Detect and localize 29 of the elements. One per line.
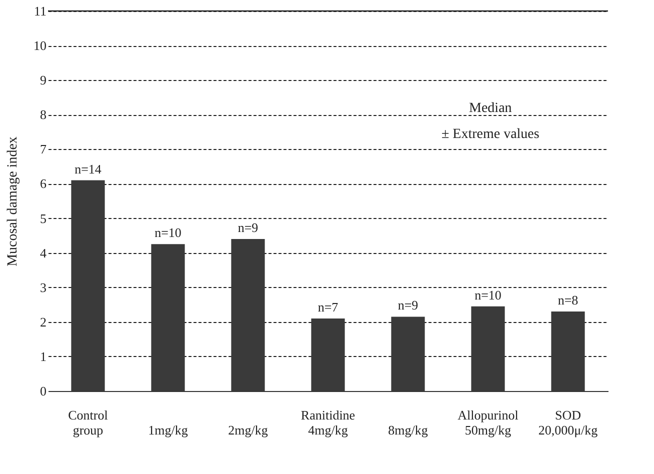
y-tick-label: 0 xyxy=(40,384,46,398)
annotation: n=10 xyxy=(154,225,182,240)
y-tick-label: 11 xyxy=(34,4,46,18)
y-tick-label: 1 xyxy=(40,348,46,364)
x-tick-label: 1mg/kg xyxy=(148,422,188,438)
x-tick-label: Ranitidine 4mg/kg xyxy=(300,408,356,438)
x-tick-label: Control group xyxy=(68,408,108,438)
x-tick-label: Allopurinol 50mg/kg xyxy=(458,408,519,438)
annotation: ± Extreme values xyxy=(441,126,540,142)
y-axis-title: Mucosal damage index xyxy=(6,136,20,266)
y-tick-label: 5 xyxy=(40,210,46,226)
y-tick-label: 8 xyxy=(40,107,46,122)
y-tick-label: 2 xyxy=(40,314,46,330)
annotation: n=7 xyxy=(318,299,339,314)
annotation: n=10 xyxy=(474,287,502,302)
y-tick-label: 4 xyxy=(40,245,47,260)
x-tick-label: SOD 20,000μ/kg xyxy=(538,408,598,438)
x-tick-label: 8mg/kg xyxy=(388,422,428,438)
y-tick-label: 7 xyxy=(40,142,47,157)
annotation: Median xyxy=(469,100,512,116)
y-tick-label: 10 xyxy=(34,38,46,54)
annotation: n=9 xyxy=(398,298,418,313)
annotation: n=14 xyxy=(74,161,102,176)
annotation: n=8 xyxy=(558,292,578,308)
x-tick-label: 2mg/kg xyxy=(228,422,268,438)
y-tick-label: 6 xyxy=(40,176,47,192)
y-tick-label: 9 xyxy=(40,72,46,88)
annotation: n=9 xyxy=(238,220,258,235)
y-tick-label: 3 xyxy=(40,280,46,295)
